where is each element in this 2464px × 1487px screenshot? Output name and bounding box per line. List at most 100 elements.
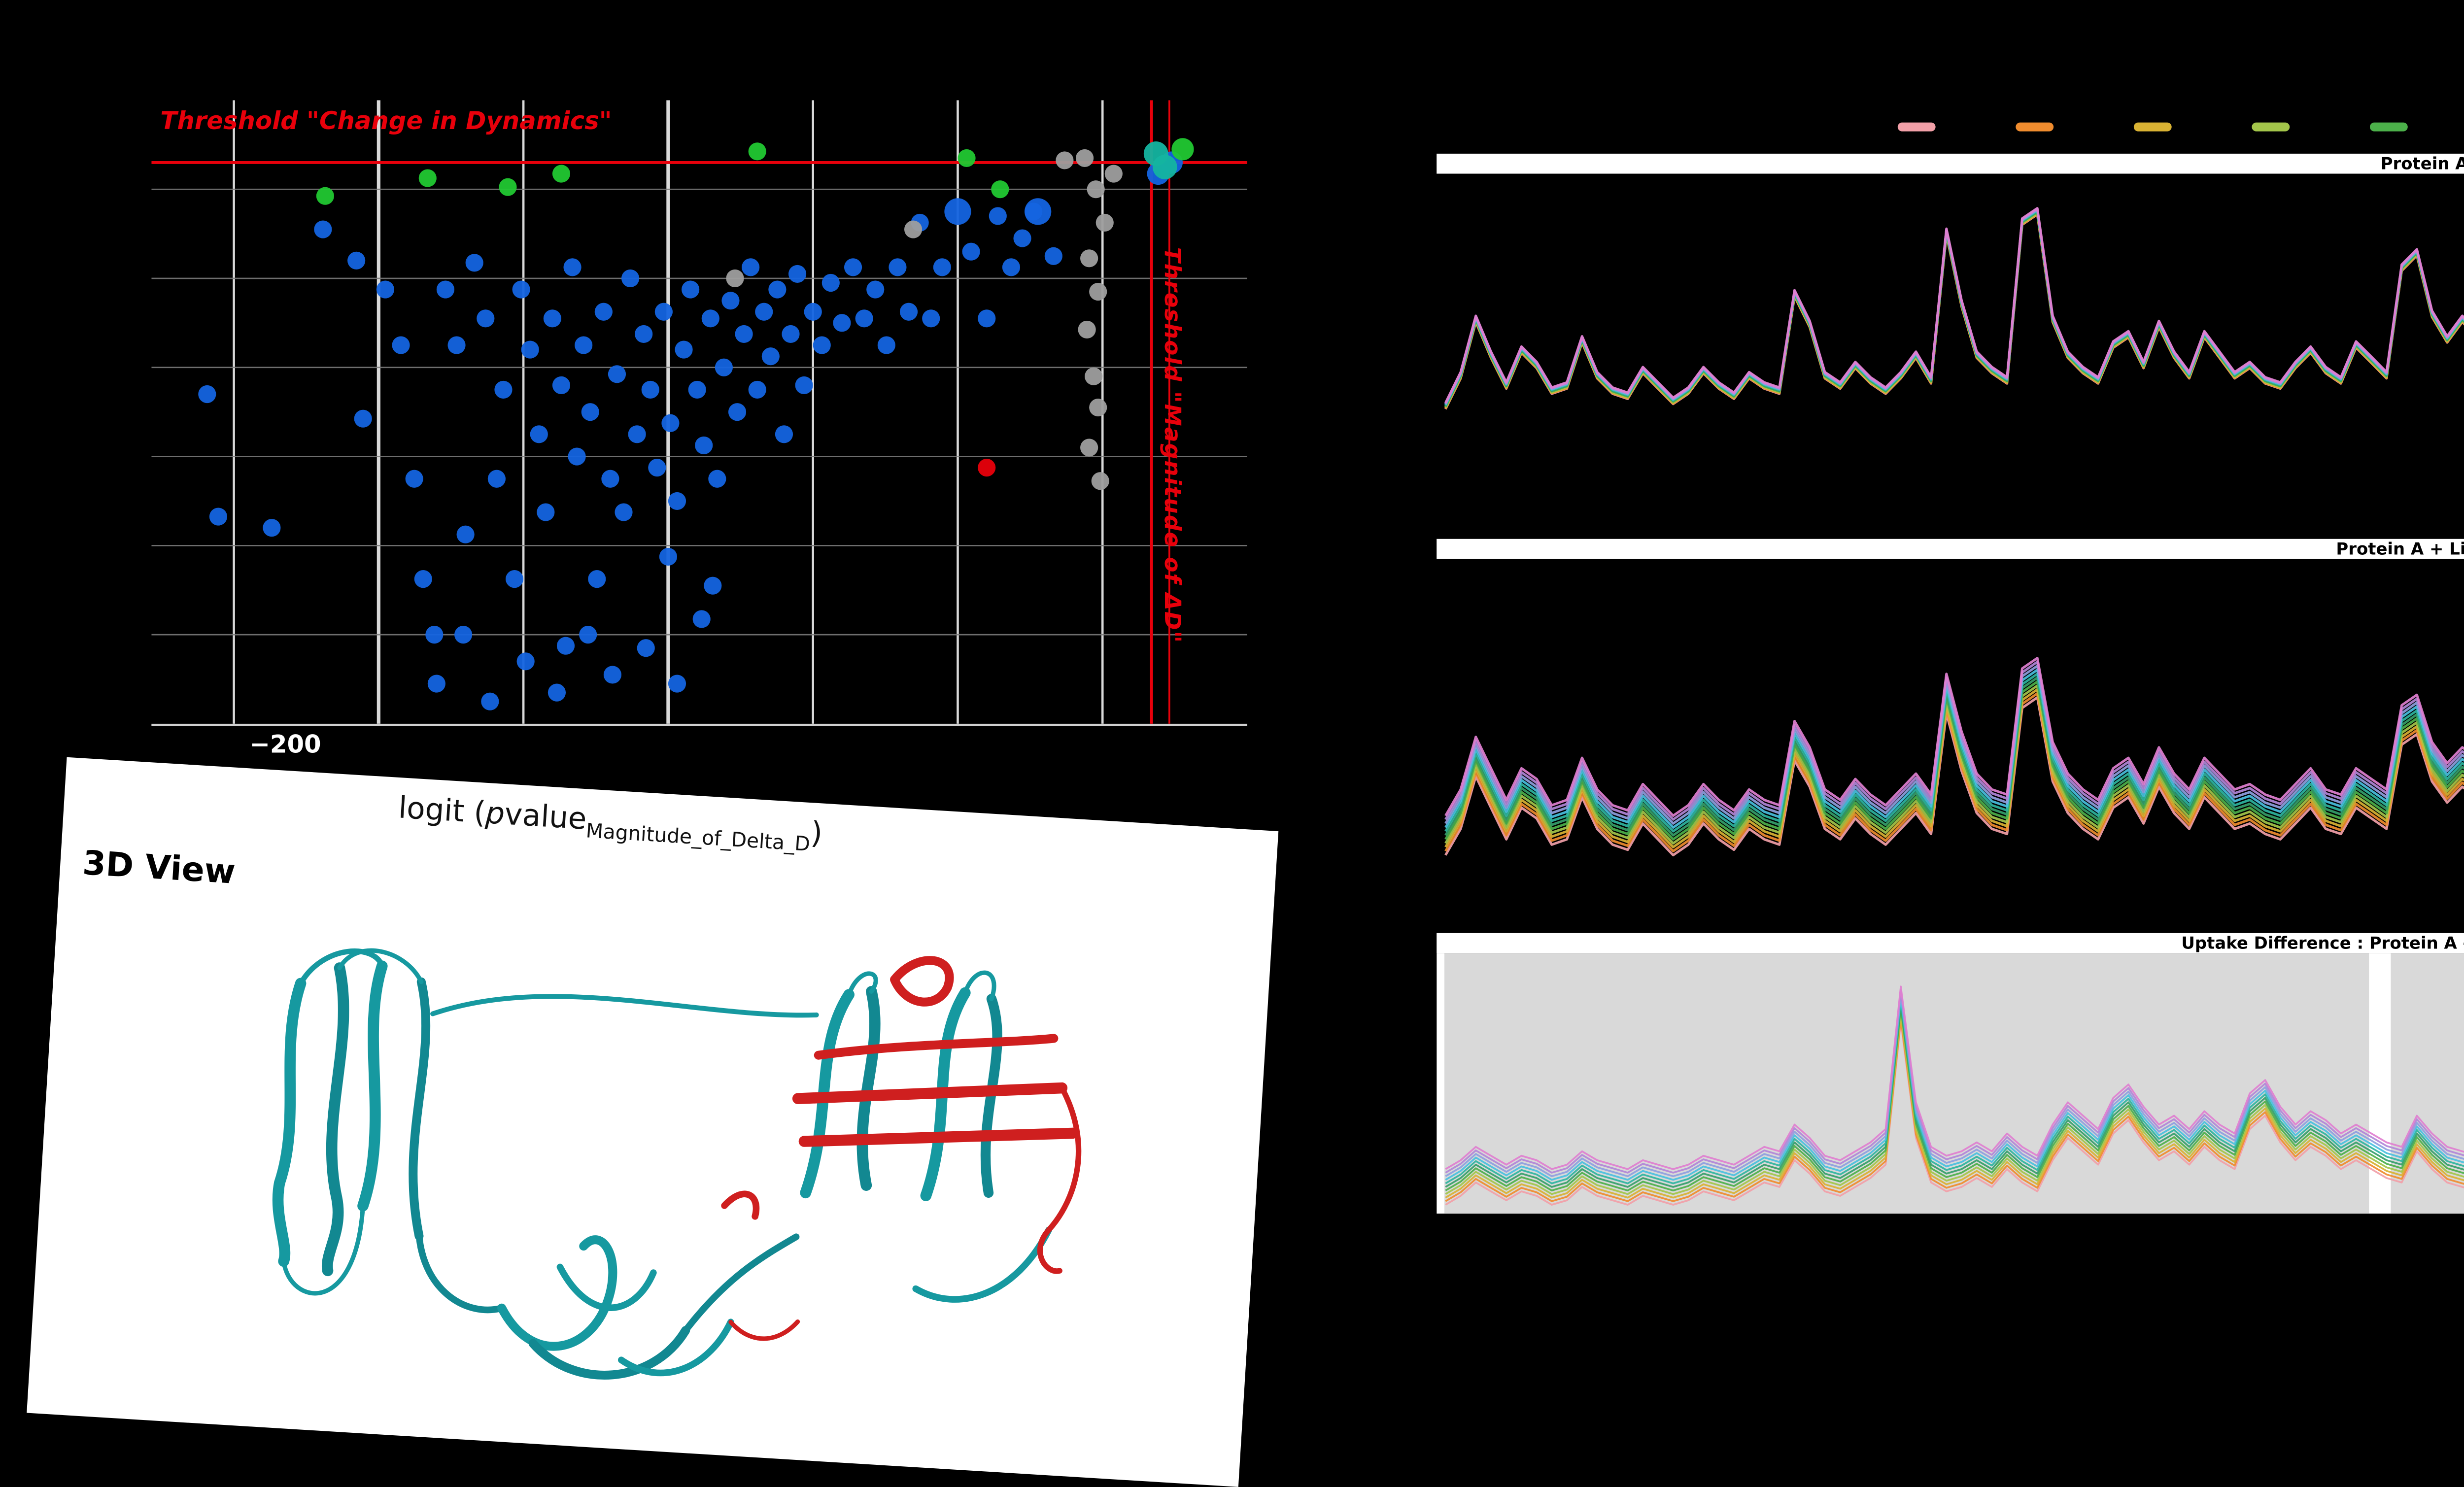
volcano-point-gray-points[interactable] [1076, 149, 1094, 167]
uptake-series-line[interactable] [1444, 207, 2464, 404]
volcano-point-gray-points[interactable] [904, 220, 923, 238]
volcano-point-blue-points[interactable] [1025, 198, 1052, 225]
volcano-plot[interactable]: Threshold "Change in Dynamics" Threshold… [151, 100, 1248, 726]
volcano-point-gray-points[interactable] [726, 269, 744, 288]
volcano-point-blue-points[interactable] [775, 425, 793, 443]
volcano-point-green-points[interactable] [1171, 138, 1194, 161]
volcano-point-blue-points[interactable] [962, 242, 980, 261]
volcano-point-blue-points[interactable] [209, 507, 228, 526]
uptake-difference-chart[interactable] [1437, 953, 2464, 1214]
volcano-point-blue-points[interactable] [601, 470, 619, 488]
volcano-point-blue-points[interactable] [708, 470, 726, 488]
volcano-point-blue-points[interactable] [436, 280, 455, 299]
volcano-point-blue-points[interactable] [668, 675, 686, 693]
legend-swatch[interactable] [1897, 122, 1936, 131]
volcano-point-blue-points[interactable] [659, 547, 677, 566]
volcano-point-blue-points[interactable] [715, 358, 733, 376]
volcano-point-blue-points[interactable] [721, 292, 740, 310]
volcano-point-blue-points[interactable] [425, 626, 444, 644]
volcano-point-blue-points[interactable] [454, 626, 473, 644]
volcano-point-gray-points[interactable] [1078, 320, 1096, 338]
volcano-point-green-points[interactable] [499, 178, 517, 196]
volcano-point-blue-points[interactable] [594, 303, 613, 321]
volcano-point-blue-points[interactable] [795, 376, 813, 394]
volcano-point-gray-points[interactable] [1091, 472, 1109, 490]
volcano-point-blue-points[interactable] [563, 258, 582, 276]
uptake-series-line[interactable] [1445, 989, 2464, 1174]
volcano-point-blue-points[interactable] [628, 425, 646, 443]
volcano-point-green-points[interactable] [958, 149, 976, 167]
legend-swatch[interactable] [2016, 122, 2054, 131]
volcano-point-blue-points[interactable] [530, 425, 548, 443]
volcano-point-blue-points[interactable] [487, 470, 506, 488]
volcano-point-blue-points[interactable] [788, 265, 807, 283]
volcano-point-blue-points[interactable] [603, 666, 621, 684]
volcano-point-blue-points[interactable] [648, 459, 666, 477]
volcano-point-gray-points[interactable] [1085, 367, 1103, 385]
volcano-point-blue-points[interactable] [392, 336, 410, 354]
volcano-point-blue-points[interactable] [608, 365, 626, 383]
volcano-point-blue-points[interactable] [481, 692, 499, 710]
3d-view-panel[interactable]: logit (pvalueMagnitude_of_Delta_D) 3D Vi… [27, 757, 1279, 1487]
volcano-point-blue-points[interactable] [833, 314, 851, 332]
volcano-point-blue-points[interactable] [1044, 247, 1062, 265]
volcano-point-blue-points[interactable] [581, 403, 599, 421]
uptake-series-line[interactable] [1445, 1003, 2464, 1188]
volcano-scatter-svg[interactable] [151, 100, 1248, 724]
volcano-point-blue-points[interactable] [735, 325, 753, 343]
volcano-point-blue-points[interactable] [516, 652, 535, 671]
volcano-point-blue-points[interactable] [465, 254, 483, 272]
volcano-point-blue-points[interactable] [635, 325, 653, 343]
volcano-point-blue-points[interactable] [405, 470, 423, 488]
volcano-point-blue-points[interactable] [821, 273, 840, 292]
volcano-point-blue-points[interactable] [989, 207, 1007, 225]
uptake-series-line[interactable] [1445, 1017, 2464, 1202]
legend-swatch[interactable] [2133, 122, 2172, 131]
volcano-point-blue-points[interactable] [575, 336, 593, 354]
volcano-point-blue-points[interactable] [615, 503, 633, 521]
volcano-point-blue-points[interactable] [866, 280, 885, 299]
volcano-point-blue-points[interactable] [978, 309, 996, 328]
volcano-point-blue-points[interactable] [695, 436, 713, 455]
volcano-point-gray-points[interactable] [1080, 439, 1098, 457]
volcano-point-blue-points[interactable] [505, 570, 524, 588]
volcano-point-blue-points[interactable] [427, 675, 445, 693]
volcano-point-gray-points[interactable] [1056, 151, 1074, 169]
volcano-point-blue-points[interactable] [347, 251, 366, 270]
volcano-point-blue-points[interactable] [755, 303, 773, 321]
volcano-point-gray-points[interactable] [1095, 213, 1114, 232]
uptake-chart-protein-a[interactable] [1437, 173, 2464, 530]
volcano-point-blue-points[interactable] [314, 220, 332, 238]
volcano-point-blue-points[interactable] [477, 309, 495, 328]
volcano-point-blue-points[interactable] [588, 570, 606, 588]
volcano-point-blue-points[interactable] [637, 639, 655, 657]
volcano-point-blue-points[interactable] [944, 198, 971, 225]
volcano-point-blue-points[interactable] [855, 309, 873, 328]
volcano-point-gray-points[interactable] [1080, 249, 1098, 268]
uptake-series-line[interactable] [1445, 1007, 2464, 1192]
volcano-point-gray-points[interactable] [1087, 180, 1105, 199]
volcano-point-blue-points[interactable] [688, 380, 706, 399]
volcano-point-blue-points[interactable] [354, 409, 372, 428]
uptake-series-line[interactable] [1445, 1021, 2464, 1206]
volcano-point-blue-points[interactable] [456, 525, 475, 543]
volcano-point-blue-points[interactable] [804, 303, 822, 321]
uptake-series-line[interactable] [1445, 996, 2464, 1181]
volcano-point-blue-points[interactable] [263, 519, 281, 537]
volcano-point-blue-points[interactable] [556, 637, 575, 655]
volcano-point-red-points[interactable] [978, 459, 996, 477]
volcano-point-blue-points[interactable] [728, 403, 747, 421]
volcano-point-blue-points[interactable] [742, 258, 760, 276]
volcano-point-teal-points[interactable] [1152, 155, 1177, 179]
volcano-point-blue-points[interactable] [682, 280, 700, 299]
uptake-series-line[interactable] [1445, 1014, 2464, 1199]
volcano-point-green-points[interactable] [552, 165, 571, 183]
volcano-point-blue-points[interactable] [1002, 258, 1021, 276]
volcano-point-blue-points[interactable] [748, 380, 766, 399]
volcano-point-blue-points[interactable] [704, 576, 722, 595]
volcano-point-blue-points[interactable] [899, 303, 918, 321]
volcano-point-blue-points[interactable] [782, 325, 800, 343]
volcano-point-blue-points[interactable] [661, 414, 680, 432]
volcano-point-blue-points[interactable] [414, 570, 432, 588]
uptake-series-line[interactable] [1445, 985, 2464, 1170]
